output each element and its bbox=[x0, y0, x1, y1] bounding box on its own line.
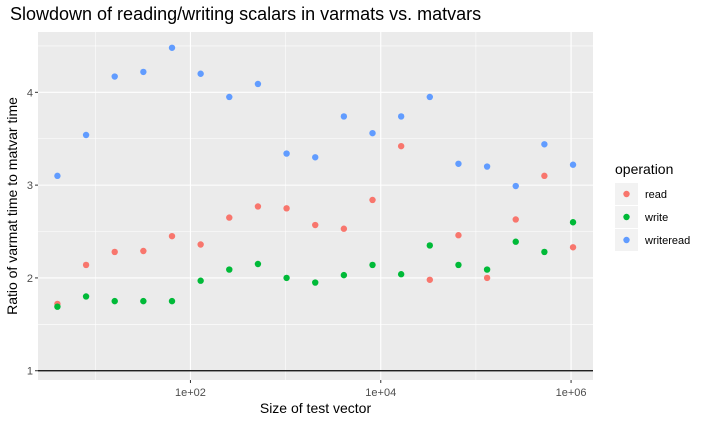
data-point-read bbox=[512, 216, 519, 223]
legend: operation read write writeread bbox=[615, 161, 690, 251]
legend-label-write: write bbox=[644, 212, 668, 224]
data-point-read bbox=[254, 203, 262, 210]
data-point-write bbox=[197, 277, 204, 284]
data-point-writeread bbox=[340, 113, 348, 120]
legend-title: operation bbox=[615, 161, 673, 177]
data-point-write bbox=[369, 261, 376, 269]
legend-key-read bbox=[623, 190, 630, 198]
data-points bbox=[54, 44, 577, 310]
data-point-read bbox=[569, 244, 577, 251]
data-point-writeread bbox=[197, 70, 204, 77]
data-point-writeread bbox=[455, 160, 462, 167]
data-point-writeread bbox=[312, 154, 319, 161]
plot-panel bbox=[38, 32, 593, 380]
data-point-read bbox=[312, 221, 319, 229]
data-point-read bbox=[455, 232, 462, 239]
chart-title: Slowdown of reading/writing scalars in v… bbox=[10, 4, 481, 24]
y-tick-label: 2 bbox=[27, 273, 33, 285]
data-point-write bbox=[254, 260, 262, 268]
x-tick-label: 1e+04 bbox=[365, 387, 396, 399]
data-point-writeread bbox=[54, 172, 61, 180]
y-tick-label: 4 bbox=[27, 87, 33, 99]
data-point-read bbox=[340, 225, 348, 232]
data-point-write bbox=[54, 303, 61, 310]
data-point-write bbox=[111, 297, 118, 305]
data-point-read bbox=[397, 142, 405, 150]
data-point-writeread bbox=[483, 163, 491, 170]
x-axis-title: Size of test vector bbox=[260, 400, 372, 416]
data-point-write bbox=[512, 238, 519, 245]
data-point-write bbox=[483, 266, 491, 273]
data-point-write bbox=[140, 297, 147, 305]
data-point-writeread bbox=[226, 93, 233, 101]
data-point-read bbox=[541, 172, 548, 180]
data-point-write bbox=[226, 266, 233, 273]
data-point-writeread bbox=[283, 150, 290, 157]
legend-key-writeread bbox=[623, 236, 630, 244]
legend-label-writeread: writeread bbox=[644, 235, 690, 247]
data-point-writeread bbox=[541, 141, 548, 148]
data-point-read bbox=[283, 205, 290, 212]
data-point-read bbox=[168, 232, 176, 240]
data-point-write bbox=[569, 219, 577, 226]
data-point-writeread bbox=[512, 182, 519, 190]
data-point-write bbox=[541, 248, 548, 256]
data-point-write bbox=[82, 293, 90, 300]
data-point-write bbox=[312, 279, 319, 286]
x-tick-label: 1e+02 bbox=[175, 387, 206, 399]
data-point-read bbox=[426, 276, 434, 283]
y-tick-label: 3 bbox=[27, 180, 33, 192]
data-point-write bbox=[168, 297, 176, 305]
data-point-write bbox=[340, 271, 348, 279]
legend-label-read: read bbox=[645, 189, 667, 201]
data-point-writeread bbox=[397, 113, 405, 120]
data-point-write bbox=[455, 261, 462, 269]
data-point-write bbox=[283, 274, 290, 282]
data-point-writeread bbox=[369, 129, 376, 137]
y-tick-label: 1 bbox=[27, 366, 33, 378]
data-point-writeread bbox=[140, 68, 147, 76]
data-point-writeread bbox=[111, 73, 118, 80]
data-point-write bbox=[397, 271, 405, 278]
y-axis-ticks: 1 2 3 4 bbox=[27, 87, 38, 378]
y-axis-title: Ratio of varmat time to matvar time bbox=[4, 97, 20, 315]
data-point-read bbox=[483, 274, 491, 282]
x-tick-label: 1e+06 bbox=[556, 387, 587, 399]
data-point-writeread bbox=[254, 80, 262, 88]
data-point-writeread bbox=[82, 131, 90, 139]
data-point-write bbox=[426, 242, 434, 249]
data-point-read bbox=[82, 261, 90, 269]
data-point-writeread bbox=[168, 44, 176, 51]
data-point-writeread bbox=[569, 161, 577, 168]
data-point-writeread bbox=[426, 93, 434, 101]
data-point-read bbox=[369, 196, 376, 204]
minor-gridlines bbox=[38, 32, 593, 380]
x-axis-ticks: 1e+02 1e+04 1e+06 bbox=[175, 380, 587, 399]
data-point-read bbox=[197, 241, 204, 248]
data-point-read bbox=[111, 248, 118, 256]
data-point-read bbox=[226, 214, 233, 221]
data-point-read bbox=[140, 247, 147, 255]
legend-key-write bbox=[623, 213, 630, 221]
